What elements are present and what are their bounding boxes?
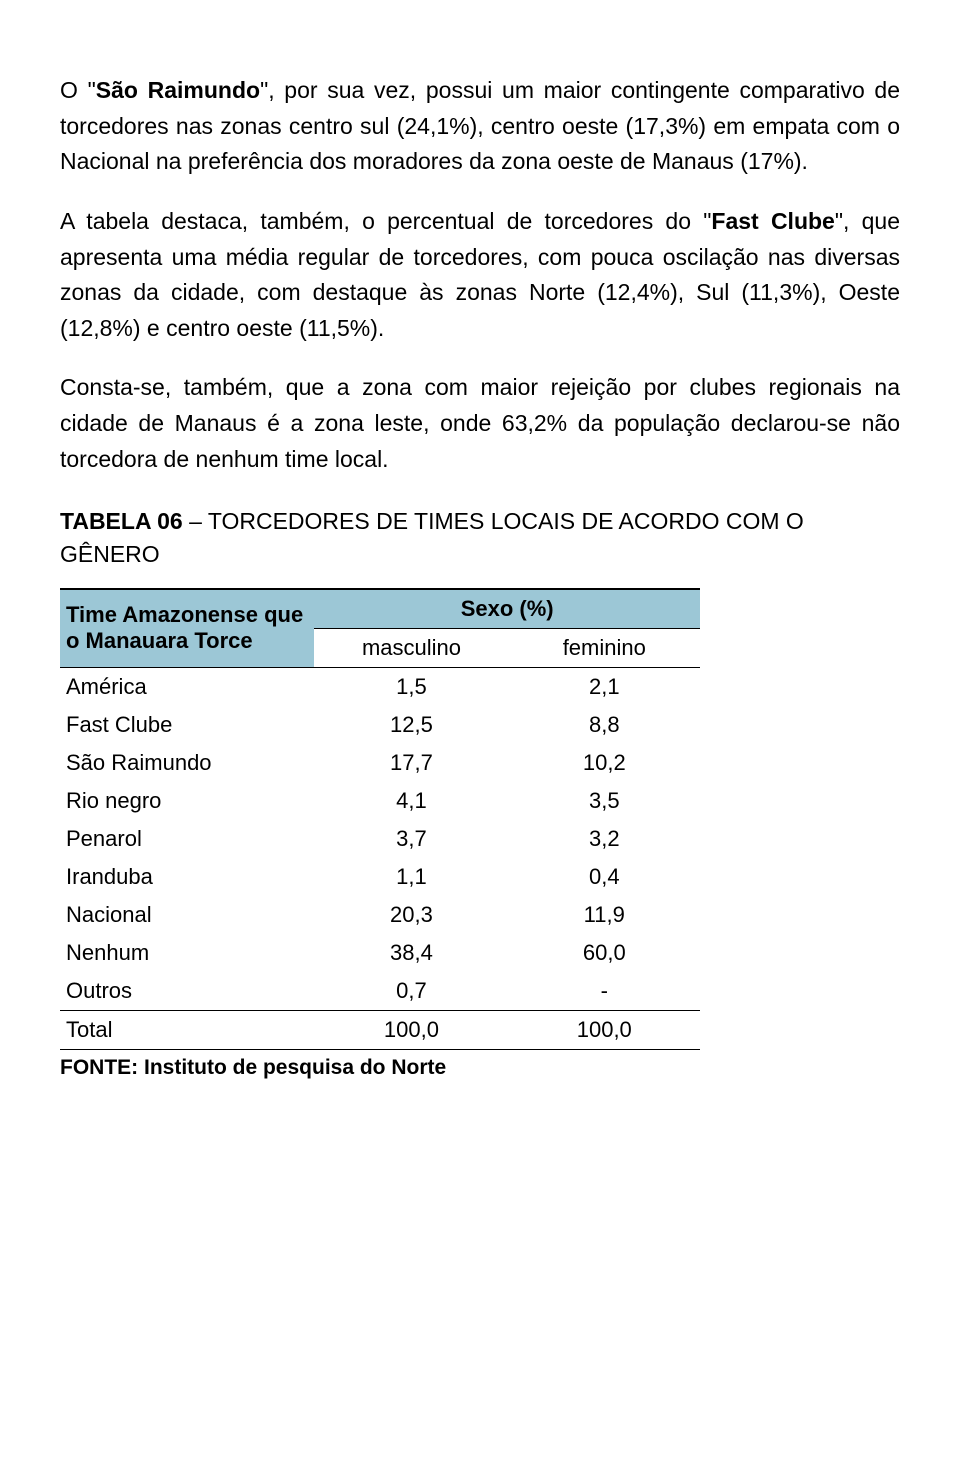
table-row: Outros0,7-	[60, 972, 700, 1011]
row-label: Outros	[60, 972, 314, 1011]
table-row: Iranduba1,10,4	[60, 858, 700, 896]
row-fem: 3,2	[509, 820, 700, 858]
heading-label: TABELA 06	[60, 508, 183, 534]
table-body: América1,52,1Fast Clube12,58,8São Raimun…	[60, 667, 700, 1010]
table-row: Rio negro4,13,5	[60, 782, 700, 820]
paragraph-2: A tabela destaca, também, o percentual d…	[60, 204, 900, 347]
row-fem: -	[509, 972, 700, 1011]
row-label: Nacional	[60, 896, 314, 934]
row-masc: 38,4	[314, 934, 508, 972]
row-masc: 1,1	[314, 858, 508, 896]
row-fem: 10,2	[509, 744, 700, 782]
row-fem: 0,4	[509, 858, 700, 896]
row-label: Penarol	[60, 820, 314, 858]
table-row: Penarol3,73,2	[60, 820, 700, 858]
row-label: Fast Clube	[60, 706, 314, 744]
row-label: América	[60, 667, 314, 706]
row-masc: 12,5	[314, 706, 508, 744]
total-label: Total	[60, 1010, 314, 1049]
table-row: Nenhum38,460,0	[60, 934, 700, 972]
p1-bold: São Raimundo	[96, 77, 260, 103]
row-masc: 4,1	[314, 782, 508, 820]
col-header-team: Time Amazonense que o Manauara Torce	[60, 589, 314, 668]
row-label: São Raimundo	[60, 744, 314, 782]
row-masc: 0,7	[314, 972, 508, 1011]
table-row: América1,52,1	[60, 667, 700, 706]
table-row: Nacional20,311,9	[60, 896, 700, 934]
row-label: Rio negro	[60, 782, 314, 820]
row-masc: 17,7	[314, 744, 508, 782]
table-row: São Raimundo17,710,2	[60, 744, 700, 782]
row-label: Iranduba	[60, 858, 314, 896]
paragraph-3: Consta-se, também, que a zona com maior …	[60, 370, 900, 477]
col-header-masc: masculino	[314, 628, 508, 667]
row-fem: 60,0	[509, 934, 700, 972]
col-header-group: Sexo (%)	[314, 589, 700, 629]
row-fem: 3,5	[509, 782, 700, 820]
row-masc: 20,3	[314, 896, 508, 934]
total-fem: 100,0	[509, 1010, 700, 1049]
table-row: Fast Clube12,58,8	[60, 706, 700, 744]
row-masc: 1,5	[314, 667, 508, 706]
row-masc: 3,7	[314, 820, 508, 858]
p2-bold: Fast Clube	[711, 208, 834, 234]
data-table: Time Amazonense que o Manauara Torce Sex…	[60, 588, 700, 1050]
row-fem: 8,8	[509, 706, 700, 744]
p1-lead: O "	[60, 77, 96, 103]
row-label: Nenhum	[60, 934, 314, 972]
p2-lead: A tabela destaca, também, o percentual d…	[60, 208, 711, 234]
paragraph-1: O "São Raimundo", por sua vez, possui um…	[60, 73, 900, 180]
col-header-fem: feminino	[509, 628, 700, 667]
row-fem: 2,1	[509, 667, 700, 706]
total-masc: 100,0	[314, 1010, 508, 1049]
row-fem: 11,9	[509, 896, 700, 934]
table-heading: TABELA 06 – TORCEDORES DE TIMES LOCAIS D…	[60, 505, 900, 569]
table-source: FONTE: Instituto de pesquisa do Norte	[60, 1056, 900, 1080]
